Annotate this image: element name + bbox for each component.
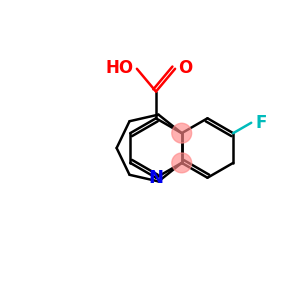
- Text: HO: HO: [106, 59, 134, 77]
- Circle shape: [172, 123, 192, 143]
- Text: F: F: [255, 114, 267, 132]
- Text: N: N: [148, 169, 164, 187]
- Circle shape: [172, 153, 192, 173]
- Text: O: O: [178, 59, 192, 77]
